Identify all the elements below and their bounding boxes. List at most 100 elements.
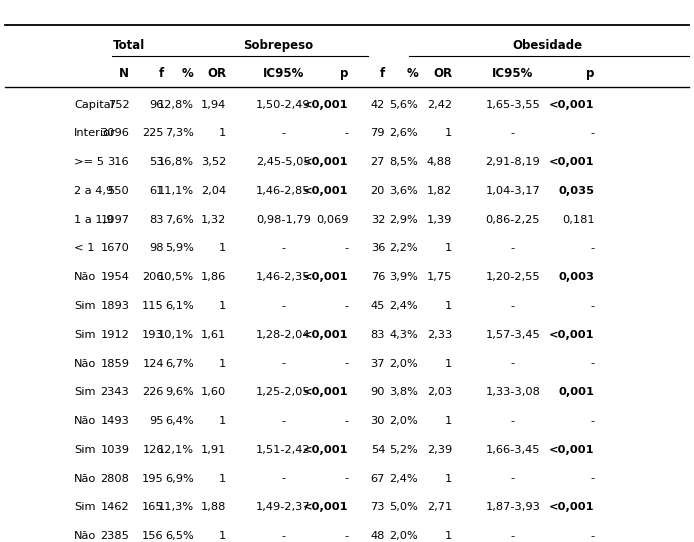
Text: 1893: 1893: [100, 301, 129, 311]
Text: Sim: Sim: [74, 301, 96, 311]
Text: 1 a 1,9: 1 a 1,9: [74, 215, 113, 225]
Text: 3096: 3096: [101, 128, 129, 138]
Text: 165: 165: [142, 502, 164, 512]
Text: 1,04-3,17: 1,04-3,17: [486, 186, 540, 196]
Text: <0,001: <0,001: [303, 330, 348, 340]
Text: 5,9%: 5,9%: [164, 243, 194, 254]
Text: Sobrepeso: Sobrepeso: [243, 39, 313, 52]
Text: -: -: [344, 301, 348, 311]
Text: 1462: 1462: [101, 502, 129, 512]
Text: 1,94: 1,94: [201, 100, 226, 109]
Text: <0,001: <0,001: [303, 186, 348, 196]
Text: 115: 115: [142, 301, 164, 311]
Text: 156: 156: [142, 531, 164, 541]
Text: 1,46-2,35: 1,46-2,35: [256, 272, 311, 282]
Text: 1: 1: [445, 358, 452, 369]
Text: 11,3%: 11,3%: [158, 502, 194, 512]
Text: -: -: [344, 128, 348, 138]
Text: <0,001: <0,001: [549, 445, 595, 455]
Text: Sim: Sim: [74, 388, 96, 397]
Text: 1039: 1039: [100, 445, 129, 455]
Text: 316: 316: [108, 157, 129, 167]
Text: 2343: 2343: [101, 388, 129, 397]
Text: 20: 20: [371, 186, 385, 196]
Text: -: -: [281, 531, 285, 541]
Text: 1: 1: [445, 243, 452, 254]
Text: -: -: [591, 474, 595, 483]
Text: 1859: 1859: [100, 358, 129, 369]
Text: -: -: [511, 531, 515, 541]
Text: IC95%: IC95%: [492, 67, 534, 80]
Text: 95: 95: [149, 416, 164, 426]
Text: 1: 1: [219, 128, 226, 138]
Text: -: -: [511, 243, 515, 254]
Text: -: -: [511, 128, 515, 138]
Text: 73: 73: [371, 502, 385, 512]
Text: 0,86-2,25: 0,86-2,25: [486, 215, 540, 225]
Text: 2,33: 2,33: [427, 330, 452, 340]
Text: %: %: [407, 67, 418, 80]
Text: 1,88: 1,88: [201, 502, 226, 512]
Text: 2,45-5,05: 2,45-5,05: [256, 157, 311, 167]
Text: 36: 36: [371, 243, 385, 254]
Text: 2,4%: 2,4%: [389, 301, 418, 311]
Text: 0,98-1,79: 0,98-1,79: [256, 215, 311, 225]
Text: 226: 226: [142, 388, 164, 397]
Text: N: N: [119, 67, 129, 80]
Text: 1,60: 1,60: [201, 388, 226, 397]
Text: -: -: [591, 416, 595, 426]
Text: 1670: 1670: [101, 243, 129, 254]
Text: <0,001: <0,001: [303, 388, 348, 397]
Text: 8,5%: 8,5%: [389, 157, 418, 167]
Text: -: -: [591, 358, 595, 369]
Text: <0,001: <0,001: [549, 502, 595, 512]
Text: 1,57-3,45: 1,57-3,45: [486, 330, 540, 340]
Text: 67: 67: [371, 474, 385, 483]
Text: 6,5%: 6,5%: [164, 531, 194, 541]
Text: -: -: [281, 128, 285, 138]
Text: 4,3%: 4,3%: [389, 330, 418, 340]
Text: 550: 550: [108, 186, 129, 196]
Text: <0,001: <0,001: [549, 330, 595, 340]
Text: Total: Total: [113, 39, 145, 52]
Text: 1: 1: [445, 128, 452, 138]
Text: 2 a 4,9: 2 a 4,9: [74, 186, 113, 196]
Text: 6,9%: 6,9%: [164, 474, 194, 483]
Text: -: -: [591, 128, 595, 138]
Text: 1,86: 1,86: [201, 272, 226, 282]
Text: 96: 96: [149, 100, 164, 109]
Text: 752: 752: [108, 100, 129, 109]
Text: 1,49-2,37: 1,49-2,37: [256, 502, 311, 512]
Text: p: p: [586, 67, 595, 80]
Text: 3,8%: 3,8%: [389, 388, 418, 397]
Text: 1: 1: [219, 358, 226, 369]
Text: 2,0%: 2,0%: [389, 531, 418, 541]
Text: -: -: [591, 243, 595, 254]
Text: 79: 79: [371, 128, 385, 138]
Text: 0,181: 0,181: [562, 215, 595, 225]
Text: 124: 124: [142, 358, 164, 369]
Text: 126: 126: [142, 445, 164, 455]
Text: 1: 1: [219, 416, 226, 426]
Text: -: -: [281, 358, 285, 369]
Text: 30: 30: [371, 416, 385, 426]
Text: 3,9%: 3,9%: [389, 272, 418, 282]
Text: 3,6%: 3,6%: [389, 186, 418, 196]
Text: 1,66-3,45: 1,66-3,45: [486, 445, 540, 455]
Text: 2,03: 2,03: [427, 388, 452, 397]
Text: Não: Não: [74, 358, 96, 369]
Text: -: -: [344, 474, 348, 483]
Text: 1: 1: [445, 474, 452, 483]
Text: 10,5%: 10,5%: [158, 272, 194, 282]
Text: IC95%: IC95%: [263, 67, 304, 80]
Text: Capital: Capital: [74, 100, 114, 109]
Text: p: p: [340, 67, 348, 80]
Text: Sim: Sim: [74, 330, 96, 340]
Text: 193: 193: [142, 330, 164, 340]
Text: 1: 1: [445, 301, 452, 311]
Text: Não: Não: [74, 531, 96, 541]
Text: <0,001: <0,001: [549, 100, 595, 109]
Text: -: -: [281, 243, 285, 254]
Text: <0,001: <0,001: [303, 502, 348, 512]
Text: -: -: [511, 474, 515, 483]
